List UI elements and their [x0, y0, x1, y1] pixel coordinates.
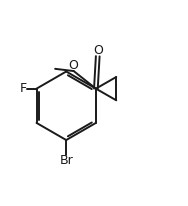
Text: O: O	[69, 59, 78, 72]
Text: Br: Br	[59, 154, 73, 167]
Text: F: F	[20, 82, 27, 95]
Text: O: O	[93, 44, 103, 57]
